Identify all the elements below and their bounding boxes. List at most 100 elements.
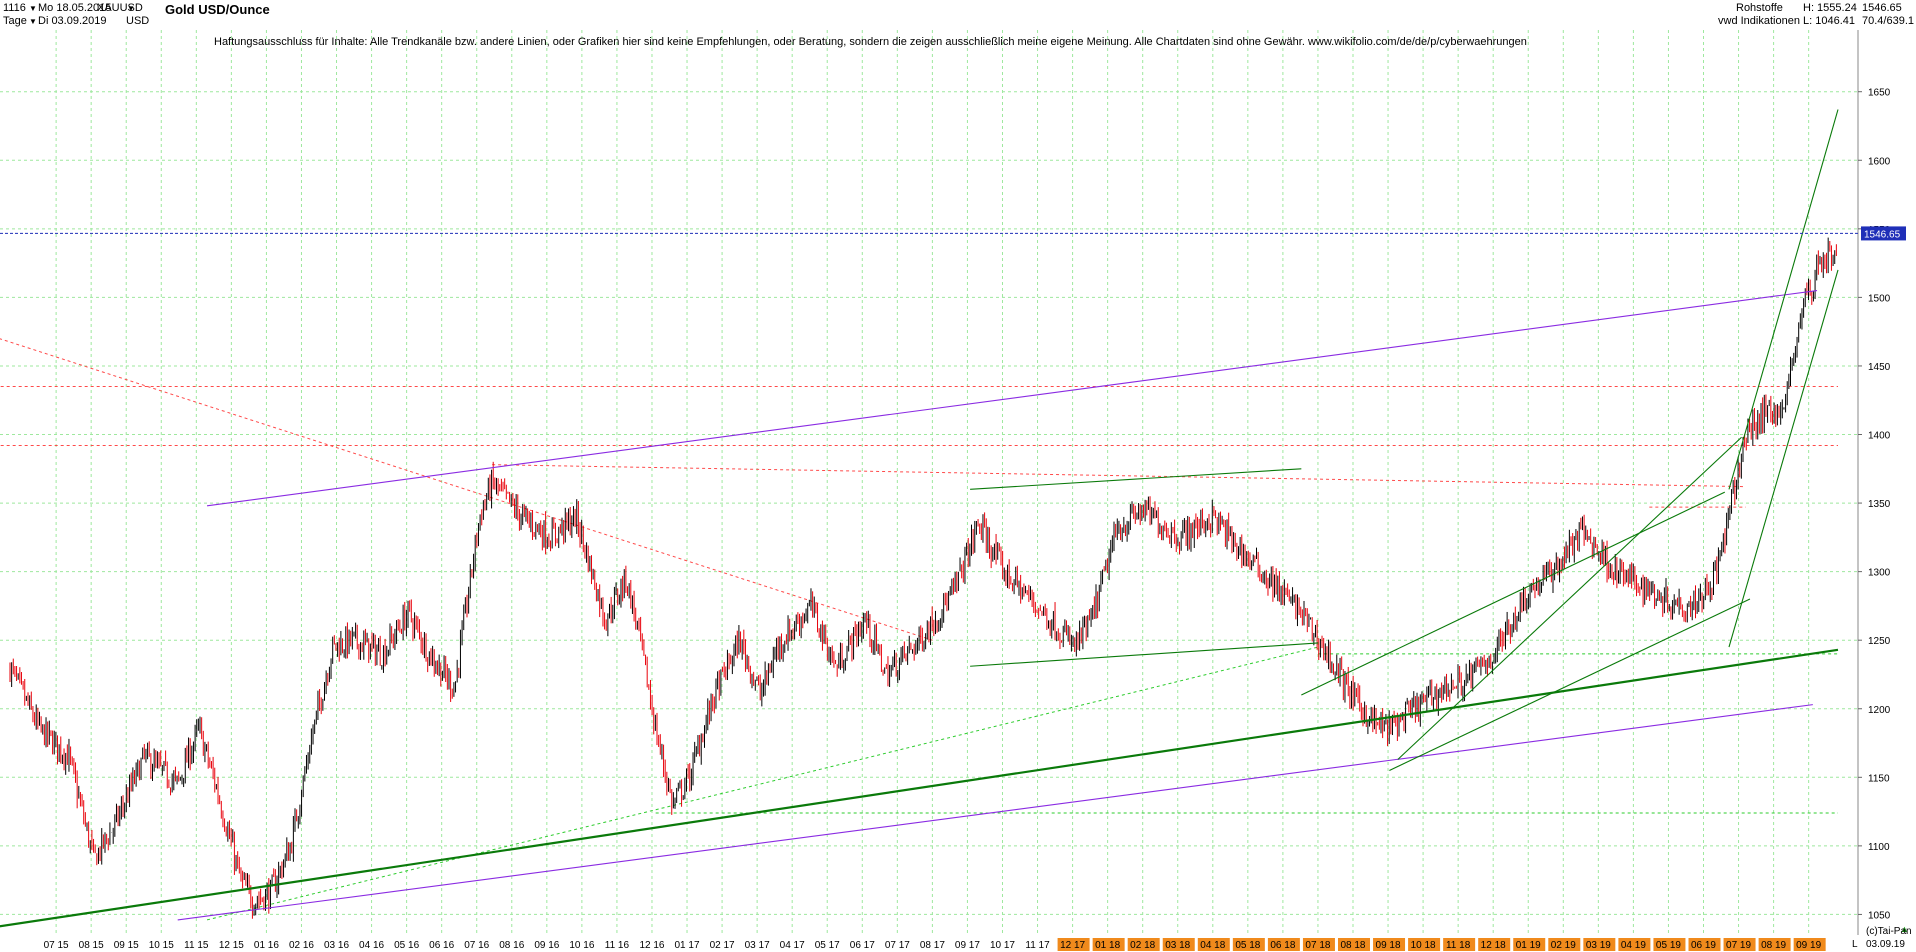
trendlines	[0, 109, 1839, 928]
x-tick-label: 05 16	[394, 940, 419, 951]
x-tick-label: 05 18	[1235, 940, 1260, 951]
trendline-purple	[206, 289, 1818, 507]
chevron-down-icon[interactable]: ▼	[127, 4, 135, 13]
bar-count: 1116	[3, 2, 26, 14]
currency-label: USD	[126, 15, 150, 27]
y-tick-label: 1650	[1868, 88, 1891, 99]
x-tick-label: 01 18	[1095, 940, 1120, 951]
x-tick-label: 09 18	[1376, 940, 1401, 951]
x-tick-label: 01 19	[1516, 940, 1541, 951]
x-tick-label: 07 17	[885, 940, 910, 951]
low-value: L: 1046.41	[1803, 15, 1855, 27]
x-tick-label: 10 18	[1411, 940, 1436, 951]
x-tick-label: 06 18	[1270, 940, 1295, 951]
x-tick-label: 07 18	[1305, 940, 1330, 951]
chart-title: Gold USD/Ounce	[165, 2, 270, 17]
x-tick-label: 03 19	[1586, 940, 1611, 951]
x-tick-highlight	[1267, 938, 1300, 951]
x-tick-label: 12 18	[1481, 940, 1506, 951]
x-tick-highlight	[1302, 938, 1335, 951]
x-tick-label: 03 18	[1165, 940, 1190, 951]
x-tick-label: 12 17	[1060, 940, 1085, 951]
x-tick-label: 10 16	[569, 940, 594, 951]
x-tick-label: 03 17	[745, 940, 770, 951]
x-tick-label: 05 17	[815, 940, 840, 951]
x-tick-highlight	[1513, 938, 1546, 951]
y-tick-label: 1300	[1868, 568, 1891, 579]
chevron-down-icon[interactable]: ▼	[29, 17, 37, 26]
x-tick-label: 08 16	[499, 940, 524, 951]
chevron-down-icon[interactable]: ▼	[29, 4, 37, 13]
high-value: H: 1555.24	[1803, 2, 1857, 14]
l-marker: L	[1852, 939, 1858, 950]
x-tick-highlight	[1408, 938, 1441, 951]
x-tick-highlight	[1548, 938, 1581, 951]
x-tick-highlight	[1092, 938, 1125, 951]
trendline-green	[1389, 598, 1751, 771]
trendline-green	[970, 468, 1302, 490]
y-tick-label: 1400	[1868, 431, 1891, 442]
x-tick-label: 06 17	[850, 940, 875, 951]
x-tick-label: 02 17	[710, 940, 735, 951]
x-tick-label: 11 16	[605, 940, 630, 951]
x-tick-label: 12 16	[639, 940, 664, 951]
time-axis: 07 15 08 15 09 15 10 15 11 15 12 15 01 16 02 16…	[44, 938, 1826, 951]
x-tick-label: 02 19	[1551, 940, 1576, 951]
footer-date: 03.09.19	[1866, 939, 1905, 950]
y-tick-label: 1350	[1868, 499, 1891, 510]
x-tick-label: 09 15	[114, 940, 139, 951]
x-tick-label: 02 16	[289, 940, 314, 951]
price-axis-background	[1858, 30, 1916, 935]
x-tick-label: 04 19	[1621, 940, 1646, 951]
x-tick-label: 09 19	[1796, 940, 1821, 951]
x-tick-highlight	[1162, 938, 1195, 951]
dotted-lines	[0, 338, 1838, 921]
x-tick-highlight	[1723, 938, 1756, 951]
trendline-green	[1397, 436, 1742, 760]
x-tick-label: 05 19	[1656, 940, 1681, 951]
footer-credit: (c)Tai-Pan	[1866, 926, 1912, 937]
scroll-marker-icon[interactable]: ▲	[1900, 924, 1909, 934]
x-tick-label: 06 16	[429, 940, 454, 951]
plot-background	[0, 30, 1858, 935]
disclaimer-text: Haftungsausschluss für Inhalte: Alle Tre…	[214, 36, 1527, 48]
category-label: Rohstoffe	[1736, 2, 1783, 14]
source-label: vwd Indikationen	[1718, 15, 1800, 27]
x-tick-label: 08 17	[920, 940, 945, 951]
y-tick-label: 1250	[1868, 636, 1891, 647]
y-tick-label: 1100	[1868, 842, 1890, 853]
x-tick-highlight	[1337, 938, 1370, 951]
x-tick-label: 04 18	[1200, 940, 1225, 951]
x-tick-highlight	[1758, 938, 1791, 951]
y-tick-label: 1600	[1868, 156, 1891, 167]
x-tick-label: 12 15	[219, 940, 244, 951]
x-tick-label: 09 16	[534, 940, 559, 951]
x-tick-highlight	[1653, 938, 1686, 951]
x-tick-highlight	[1127, 938, 1160, 951]
x-tick-label: 04 17	[780, 940, 805, 951]
x-tick-label: 08 18	[1340, 940, 1365, 951]
last-price-marker: 1546.65	[0, 226, 1906, 241]
x-tick-label: 11 15	[184, 940, 209, 951]
y-tick-label: 1500	[1868, 293, 1891, 304]
x-tick-label: 08 19	[1761, 940, 1786, 951]
x-tick-label: 06 19	[1691, 940, 1716, 951]
ratio-value: 70.4/639.1	[1862, 15, 1914, 27]
x-tick-label: 07 16	[464, 940, 489, 951]
dotted-line	[492, 464, 1746, 488]
x-tick-highlight	[1373, 938, 1406, 951]
x-tick-highlight	[1618, 938, 1651, 951]
x-tick-highlight	[1793, 938, 1826, 951]
x-tick-label: 11 18	[1446, 940, 1471, 951]
x-tick-label: 10 17	[990, 940, 1015, 951]
x-tick-highlight	[1478, 938, 1511, 951]
x-tick-highlight	[1443, 938, 1476, 951]
x-tick-label: 08 15	[79, 940, 104, 951]
x-tick-label: 07 19	[1726, 940, 1751, 951]
dotted-line	[206, 646, 1319, 921]
symbol-label: XAUUSD	[97, 2, 143, 14]
date-from: Mo 18.05.2015	[38, 2, 112, 14]
period-label: Tage	[3, 15, 27, 27]
x-tick-label: 01 16	[254, 940, 279, 951]
